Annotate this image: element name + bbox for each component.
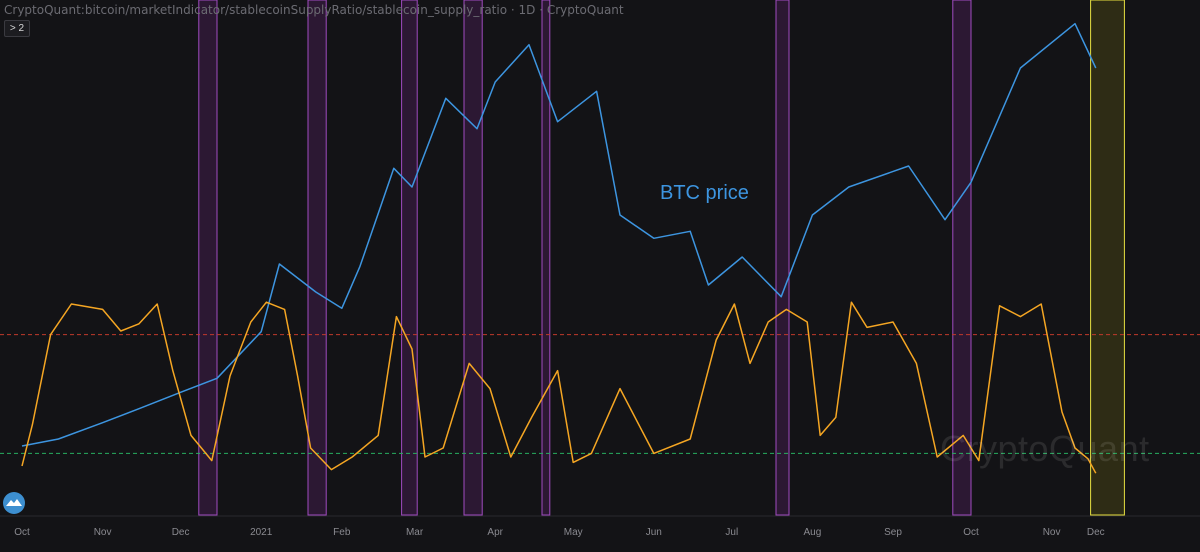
buy-zone-band <box>463 0 483 516</box>
current-zone-band <box>1090 0 1125 516</box>
x-tick-label: May <box>564 527 583 538</box>
x-tick-label: Apr <box>487 527 503 538</box>
collapse-count: 2 <box>18 23 25 34</box>
x-tick-label: Aug <box>804 527 822 538</box>
x-tick-label: Nov <box>1043 527 1061 538</box>
buy-zone-band <box>775 0 790 516</box>
ssr-line[interactable] <box>21 301 1097 474</box>
x-tick-label: Jun <box>646 527 662 538</box>
x-tick-label: Dec <box>1087 527 1105 538</box>
x-tick-label: Oct <box>14 527 30 538</box>
buy-zone-band <box>198 0 218 516</box>
buy-zone-band <box>952 0 972 516</box>
x-tick-label: Oct <box>963 527 979 538</box>
cryptoquant-logo-icon[interactable] <box>2 491 26 515</box>
btc-price-annotation: BTC price <box>660 182 749 204</box>
collapse-button[interactable]: > 2 <box>4 20 30 37</box>
btc-price-line[interactable] <box>21 22 1097 447</box>
chart-header-title: CryptoQuant:bitcoin/marketIndicator/stab… <box>4 3 624 17</box>
x-tick-label: Dec <box>172 527 190 538</box>
x-tick-label: Feb <box>333 527 351 538</box>
buy-zone-band <box>541 0 551 516</box>
x-tick-label: Mar <box>406 527 424 538</box>
x-tick-label: 2021 <box>250 527 273 538</box>
chevron-right-icon: > <box>9 23 16 34</box>
watermark: CryptoQuant <box>940 428 1150 469</box>
buy-zone-band <box>307 0 327 516</box>
x-tick-label: Nov <box>94 527 112 538</box>
x-tick-label: Jul <box>725 527 738 538</box>
buy-zone-band <box>401 0 418 516</box>
x-tick-label: Sep <box>884 527 902 538</box>
